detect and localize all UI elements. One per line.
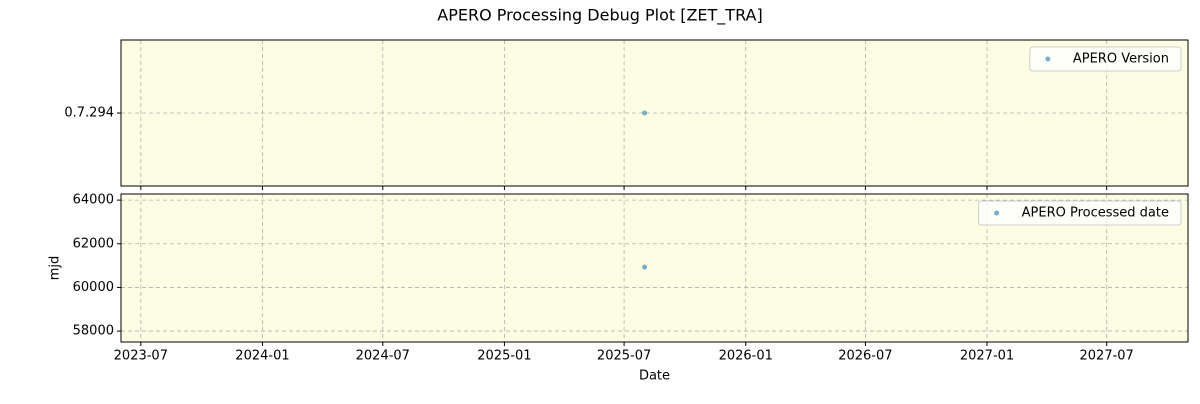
data-point <box>642 264 648 270</box>
y-tick-label: 58000 <box>73 324 114 339</box>
y-tick-label: 64000 <box>73 193 114 208</box>
figure-title: APERO Processing Debug Plot [ZET_TRA] <box>437 6 762 26</box>
legend-label: APERO Processed date <box>1022 206 1169 221</box>
legend-marker <box>994 210 1000 216</box>
legend-label: APERO Version <box>1073 52 1169 67</box>
x-tick-label: 2025-07 <box>597 349 651 364</box>
x-tick-label: 2023-07 <box>114 349 168 364</box>
legend-box <box>1029 46 1182 72</box>
x-tick-label: 2027-07 <box>1080 349 1134 364</box>
data-point <box>642 110 648 116</box>
plot-frame <box>120 193 1189 343</box>
x-tick-label: 2024-01 <box>235 349 289 364</box>
plot-frame <box>120 39 1189 187</box>
y-tick-label: 0.7.294 <box>64 106 114 121</box>
y-tick-label: 60000 <box>73 280 114 295</box>
legend-marker <box>1045 56 1051 62</box>
x-tick-label: 2025-01 <box>477 349 531 364</box>
x-tick-label: 2026-01 <box>719 349 773 364</box>
x-tick-label: 2027-01 <box>960 349 1014 364</box>
y-tick-label: 62000 <box>73 236 114 251</box>
y-axis-label: mjd <box>48 256 63 281</box>
x-tick-label: 2026-07 <box>838 349 892 364</box>
x-axis-label: Date <box>639 369 670 384</box>
legend-box <box>978 200 1182 226</box>
x-tick-label: 2024-07 <box>356 349 410 364</box>
